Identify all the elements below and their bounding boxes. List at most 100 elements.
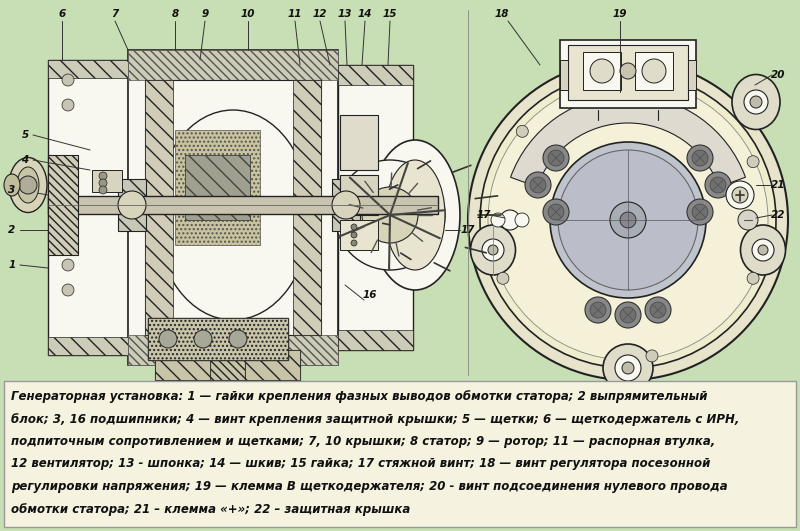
- Circle shape: [488, 80, 768, 360]
- Circle shape: [480, 72, 776, 368]
- Circle shape: [515, 213, 529, 227]
- Text: 8: 8: [171, 9, 178, 19]
- Circle shape: [646, 78, 658, 90]
- Bar: [583, 52, 621, 90]
- Circle shape: [62, 259, 74, 271]
- Circle shape: [687, 145, 713, 171]
- Circle shape: [646, 350, 658, 362]
- Ellipse shape: [9, 158, 47, 212]
- Circle shape: [758, 245, 768, 255]
- Circle shape: [615, 355, 641, 381]
- Text: 21: 21: [770, 180, 786, 190]
- Circle shape: [351, 240, 357, 246]
- Bar: [48, 196, 438, 214]
- Circle shape: [482, 239, 504, 261]
- Ellipse shape: [732, 74, 780, 130]
- Bar: [128, 50, 338, 365]
- Bar: [145, 80, 173, 335]
- Circle shape: [752, 239, 774, 261]
- Circle shape: [687, 199, 713, 225]
- Text: 9: 9: [202, 9, 209, 19]
- Text: Генераторная установка: 1 — гайки крепления фазных выводов обмотки статора; 2 вы: Генераторная установка: 1 — гайки крепле…: [11, 390, 707, 403]
- Bar: [340, 115, 378, 170]
- Circle shape: [738, 210, 758, 230]
- Circle shape: [543, 145, 569, 171]
- Circle shape: [491, 213, 505, 227]
- Bar: [568, 45, 688, 100]
- Circle shape: [744, 90, 768, 114]
- Ellipse shape: [385, 160, 445, 270]
- Circle shape: [516, 125, 528, 138]
- Text: блок; 3, 16 подшипники; 4 — винт крепления защитной крышки; 5 — щетки; 6 — щетко: блок; 3, 16 подшипники; 4 — винт креплен…: [11, 413, 739, 425]
- Circle shape: [332, 191, 360, 219]
- Circle shape: [19, 176, 37, 194]
- Circle shape: [351, 224, 357, 230]
- Circle shape: [335, 160, 445, 270]
- Text: 7: 7: [111, 9, 118, 19]
- Bar: [340, 220, 378, 250]
- Circle shape: [99, 172, 107, 180]
- Circle shape: [159, 330, 177, 348]
- Circle shape: [497, 272, 509, 284]
- Bar: [48, 337, 128, 355]
- Circle shape: [229, 330, 247, 348]
- Text: 15: 15: [382, 9, 398, 19]
- Circle shape: [732, 187, 748, 203]
- Circle shape: [642, 59, 666, 83]
- Circle shape: [500, 210, 520, 230]
- Bar: [635, 52, 673, 90]
- Text: 17: 17: [461, 225, 475, 235]
- Bar: [128, 335, 338, 365]
- Bar: [185, 360, 260, 380]
- Circle shape: [118, 191, 146, 219]
- Bar: [48, 60, 128, 355]
- Circle shape: [530, 177, 546, 193]
- Circle shape: [362, 187, 418, 243]
- Text: 10: 10: [241, 9, 255, 19]
- Bar: [155, 350, 210, 380]
- Circle shape: [548, 204, 564, 220]
- Bar: [175, 360, 270, 380]
- Bar: [293, 80, 321, 335]
- Text: 6: 6: [58, 9, 66, 19]
- Text: 5: 5: [22, 130, 29, 140]
- Bar: [340, 175, 378, 215]
- Text: 16: 16: [362, 290, 378, 300]
- Circle shape: [99, 186, 107, 194]
- Circle shape: [62, 74, 74, 86]
- Circle shape: [620, 307, 636, 323]
- Text: обмотки статора; 21 – клемма «+»; 22 – защитная крышка: обмотки статора; 21 – клемма «+»; 22 – з…: [11, 502, 410, 516]
- Bar: [338, 65, 413, 350]
- Ellipse shape: [4, 174, 20, 196]
- Bar: [560, 60, 568, 90]
- Bar: [245, 350, 300, 380]
- Text: 11: 11: [288, 9, 302, 19]
- Bar: [128, 50, 338, 80]
- Circle shape: [615, 302, 641, 328]
- Circle shape: [62, 99, 74, 111]
- Bar: [4, 381, 796, 527]
- Bar: [560, 40, 696, 108]
- Ellipse shape: [499, 213, 521, 227]
- Bar: [92, 170, 122, 192]
- Ellipse shape: [370, 140, 460, 290]
- Circle shape: [558, 150, 698, 290]
- Ellipse shape: [17, 167, 39, 203]
- Text: 4: 4: [22, 155, 29, 165]
- Bar: [338, 330, 413, 350]
- Text: 14: 14: [358, 9, 372, 19]
- Ellipse shape: [470, 225, 515, 275]
- Text: 3: 3: [8, 185, 16, 195]
- Bar: [175, 130, 260, 245]
- Circle shape: [650, 302, 666, 318]
- Circle shape: [747, 272, 759, 284]
- Bar: [118, 179, 146, 231]
- Ellipse shape: [155, 110, 310, 320]
- Text: 19: 19: [613, 9, 627, 19]
- Circle shape: [62, 284, 74, 296]
- Ellipse shape: [548, 185, 708, 345]
- Text: 13: 13: [338, 9, 352, 19]
- Circle shape: [590, 59, 614, 83]
- Ellipse shape: [603, 344, 653, 392]
- Circle shape: [351, 232, 357, 238]
